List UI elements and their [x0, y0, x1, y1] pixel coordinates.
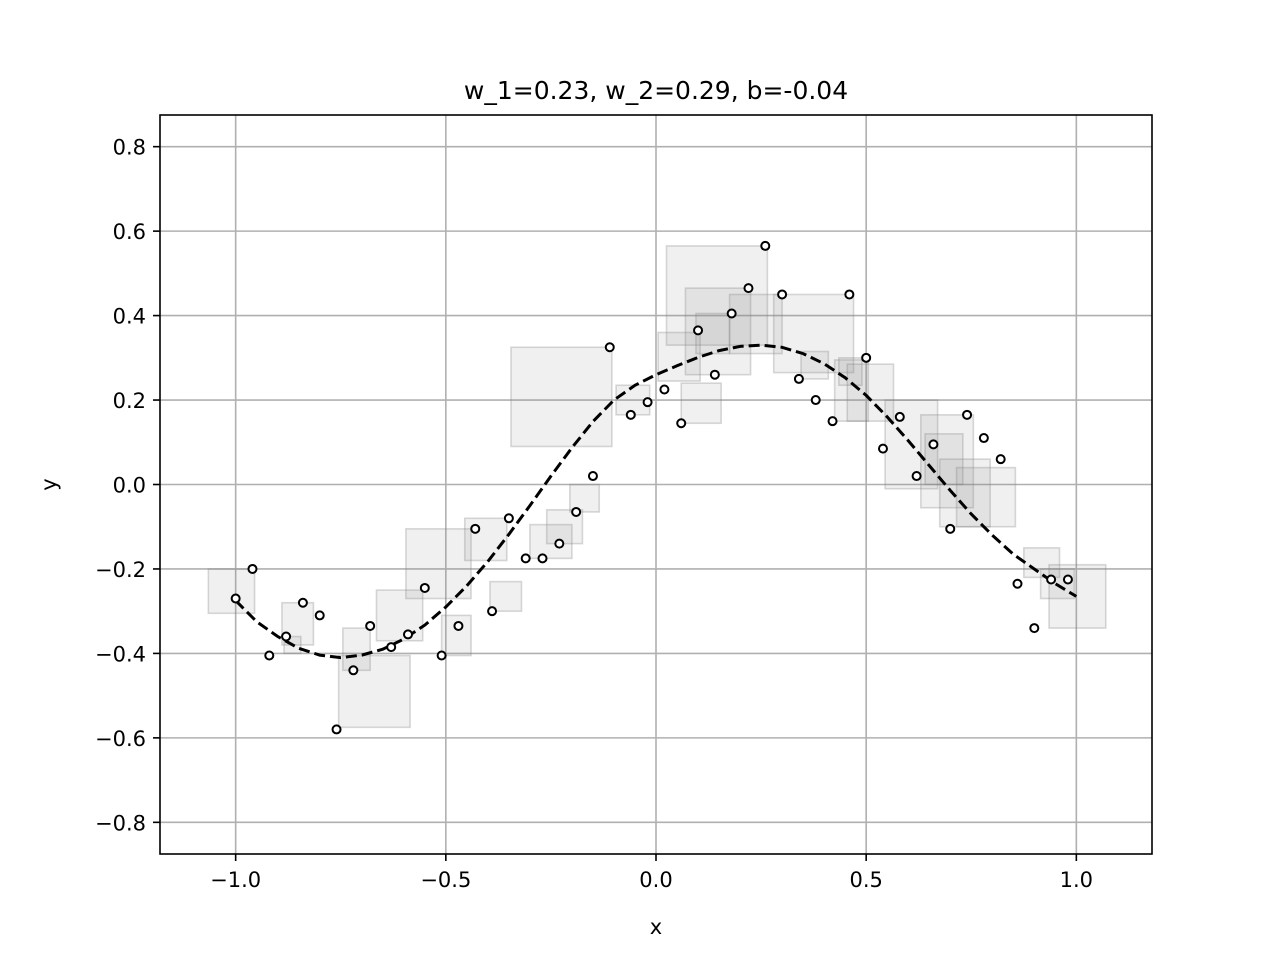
x-tick-label: −1.0: [210, 868, 261, 892]
data-point: [554, 538, 565, 549]
data-point: [520, 553, 531, 564]
data-point: [230, 593, 241, 604]
y-axis-title: y: [37, 478, 61, 490]
grid-lines: [160, 115, 1152, 854]
y-tick-label: 0.8: [113, 136, 146, 160]
data-point: [365, 620, 376, 631]
data-point: [453, 620, 464, 631]
data-point: [642, 397, 653, 408]
data-point: [709, 369, 720, 380]
data-point: [659, 384, 670, 395]
data-point: [537, 553, 548, 564]
box: [846, 363, 895, 422]
data-point: [625, 409, 636, 420]
box: [728, 293, 783, 355]
data-point: [726, 308, 737, 319]
data-point: [743, 283, 754, 294]
data-point: [676, 418, 687, 429]
data-point: [693, 325, 704, 336]
box: [1048, 563, 1107, 629]
data-point: [297, 597, 308, 608]
box: [405, 528, 472, 600]
data-point: [331, 724, 342, 735]
data-point: [995, 454, 1006, 465]
data-point: [571, 506, 582, 517]
x-tick-label: 0.0: [639, 868, 672, 892]
data-point: [962, 409, 973, 420]
data-point: [810, 395, 821, 406]
axis-ticks: −1.0 −0.5 0.0 0.5 1.0 −0.8 −0.6 −0.4 −0.2 0.0 0.2 0…: [95, 136, 1093, 892]
data-point: [1062, 574, 1073, 585]
y-tick-label: 0.4: [113, 305, 146, 329]
data-point: [587, 471, 598, 482]
data-point: [470, 523, 481, 534]
x-tick-label: 1.0: [1060, 868, 1093, 892]
box: [440, 614, 472, 657]
box: [833, 359, 870, 422]
chart-title: w_1=0.23, w_2=0.29, b=-0.04: [464, 76, 848, 105]
box: [665, 245, 769, 346]
data-point: [264, 650, 275, 661]
y-tick-label: −0.2: [95, 558, 146, 582]
box: [337, 654, 411, 729]
data-point: [503, 513, 514, 524]
data-point: [436, 650, 447, 661]
data-point: [487, 606, 498, 617]
box: [281, 601, 315, 646]
data-point: [978, 433, 989, 444]
y-tick-label: −0.4: [95, 642, 146, 666]
data-point: [877, 443, 888, 454]
data-point: [1029, 623, 1040, 634]
data-point: [1046, 574, 1057, 585]
x-tick-label: 0.5: [849, 868, 882, 892]
data-point: [281, 631, 292, 642]
data-point: [1012, 578, 1023, 589]
box: [955, 466, 1017, 528]
x-axis-title: x: [650, 915, 662, 939]
data-point: [827, 416, 838, 427]
box: [529, 523, 573, 560]
box: [489, 580, 523, 612]
data-point: [911, 471, 922, 482]
data-point: [604, 342, 615, 353]
data-points: [230, 240, 1073, 735]
x-tick-label: −0.5: [420, 868, 471, 892]
data-point: [348, 665, 359, 676]
data-point: [247, 563, 258, 574]
data-point: [777, 289, 788, 300]
data-point: [945, 523, 956, 534]
y-tick-label: −0.8: [95, 811, 146, 835]
box: [938, 458, 991, 528]
data-point: [844, 289, 855, 300]
box: [207, 568, 256, 615]
box: [510, 346, 613, 448]
box: [680, 382, 722, 425]
data-point: [793, 373, 804, 384]
data-point: [314, 610, 325, 621]
data-point: [419, 582, 430, 593]
box: [342, 627, 371, 672]
data-point: [760, 240, 771, 251]
data-point: [386, 642, 397, 653]
box: [463, 517, 508, 562]
y-tick-label: 0.2: [113, 389, 146, 413]
box: [657, 331, 701, 382]
data-point: [928, 439, 939, 450]
y-tick-label: −0.6: [95, 727, 146, 751]
data-point: [861, 352, 872, 363]
y-tick-label: 0.0: [113, 474, 146, 498]
data-point: [403, 629, 413, 640]
y-tick-label: 0.6: [113, 220, 146, 244]
box: [545, 509, 584, 545]
box: [920, 414, 975, 509]
data-point: [894, 411, 905, 422]
